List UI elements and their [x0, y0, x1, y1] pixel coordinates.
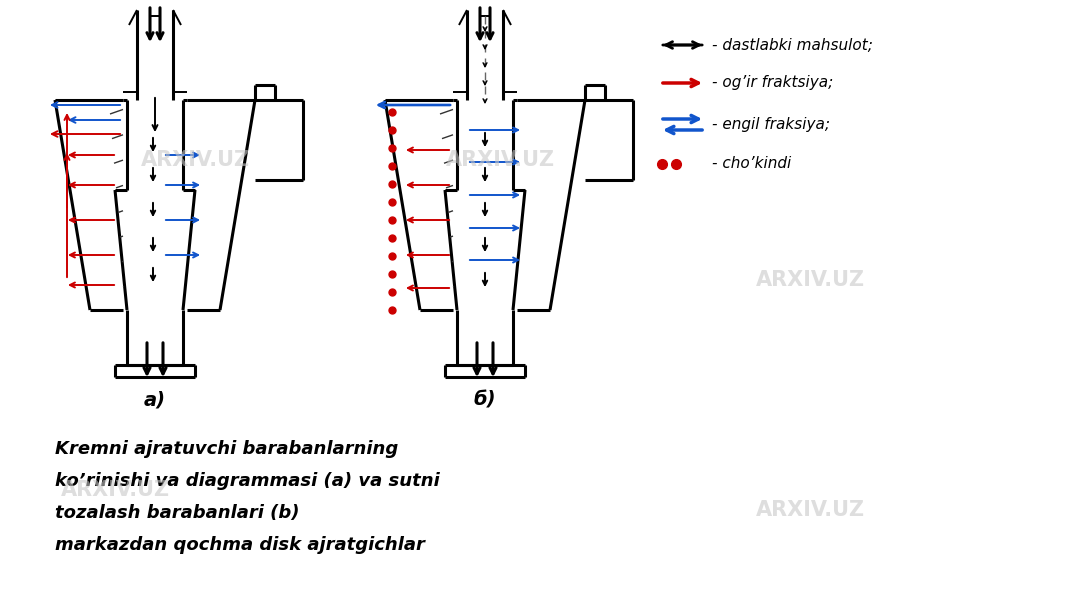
- Text: б): б): [474, 390, 496, 409]
- Text: ko’rinishi va diagrammasi (a) va sutni: ko’rinishi va diagrammasi (a) va sutni: [55, 472, 440, 490]
- Text: Kremni ajratuvchi barabanlarning: Kremni ajratuvchi barabanlarning: [55, 440, 398, 458]
- Text: ARXIV.UZ: ARXIV.UZ: [755, 500, 864, 520]
- Text: - og’ir fraktsiya;: - og’ir fraktsiya;: [712, 76, 833, 91]
- Text: a): a): [144, 390, 166, 409]
- Text: ARXIV.UZ: ARXIV.UZ: [755, 270, 864, 290]
- Text: - dastlabki mahsulot;: - dastlabki mahsulot;: [712, 37, 873, 52]
- Text: ARXIV.UZ: ARXIV.UZ: [141, 150, 250, 170]
- Text: tozalash barabanlari (b): tozalash barabanlari (b): [55, 504, 300, 522]
- Text: ARXIV.UZ: ARXIV.UZ: [61, 480, 170, 500]
- Text: ARXIV.UZ: ARXIV.UZ: [445, 150, 555, 170]
- Text: - cho’kindi: - cho’kindi: [712, 157, 792, 172]
- Text: - engil fraksiya;: - engil fraksiya;: [712, 116, 830, 131]
- Text: markazdan qochma disk ajratgichlar: markazdan qochma disk ajratgichlar: [55, 536, 425, 554]
